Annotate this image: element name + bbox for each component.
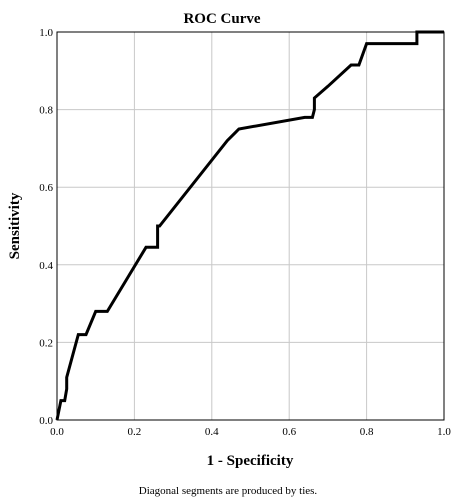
y-axis-ticks: 0.0 0.2 0.4 0.6 0.8 1.0 bbox=[39, 27, 53, 427]
x-tick-label: 1.0 bbox=[437, 426, 451, 438]
x-tick-label: 0.8 bbox=[360, 426, 374, 438]
y-axis-label: Sensitivity bbox=[7, 192, 23, 259]
roc-curve-line bbox=[55, 30, 444, 421]
y-tick-label: 0.6 bbox=[39, 182, 53, 194]
chart-title: ROC Curve bbox=[183, 11, 260, 27]
x-tick-label: 0.2 bbox=[128, 426, 142, 438]
y-tick-label: 1.0 bbox=[39, 27, 53, 39]
y-tick-label: 0.0 bbox=[39, 415, 53, 427]
x-tick-label: 0.4 bbox=[205, 426, 219, 438]
x-tick-label: 0.6 bbox=[282, 426, 296, 438]
plot-frame bbox=[56, 31, 445, 421]
x-axis-ticks: 0.0 0.2 0.4 0.6 0.8 1.0 bbox=[50, 426, 451, 438]
grid-lines bbox=[57, 32, 444, 420]
x-tick-label: 0.0 bbox=[50, 426, 64, 438]
y-tick-label: 0.8 bbox=[39, 105, 53, 117]
x-axis-label: 1 - Specificity bbox=[207, 453, 294, 469]
y-tick-label: 0.4 bbox=[39, 260, 53, 272]
y-tick-label: 0.2 bbox=[39, 337, 53, 349]
chart-footnote: Diagonal segments are produced by ties. bbox=[139, 485, 318, 497]
